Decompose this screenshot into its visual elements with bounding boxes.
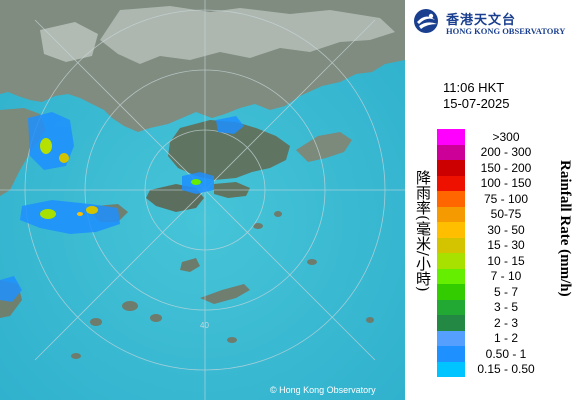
small-islands — [71, 211, 374, 359]
legend-range-label: 1 - 2 — [493, 331, 518, 346]
observation-time: 11:06 HKT — [443, 80, 505, 95]
legend-item: 7 - 10 — [437, 268, 547, 284]
legend-item: 150 - 200 — [437, 160, 547, 176]
legend-range-label: 30 - 50 — [487, 222, 525, 237]
legend-item: 2 - 3 — [437, 315, 547, 331]
legend-range-label: 0.50 - 1 — [485, 346, 527, 361]
legend-swatch — [437, 160, 465, 176]
legend-swatch — [437, 253, 465, 269]
org-name-zh: 香港天文台 — [446, 13, 517, 28]
radar-map-canvas: 40 — [0, 0, 405, 400]
observatory-logo-icon — [414, 9, 438, 33]
legend-swatch — [437, 206, 465, 222]
legend-item: 100 - 150 — [437, 175, 547, 191]
legend-item: 30 - 50 — [437, 222, 547, 238]
mainland-cloud-cover — [100, 6, 395, 64]
legend-item: >300 — [437, 129, 547, 145]
lamma-island — [180, 258, 200, 272]
rain-echoes-moderate — [40, 138, 201, 219]
legend-swatch — [437, 222, 465, 238]
legend-item: 200 - 300 — [437, 144, 547, 160]
legend-range-label: 15 - 30 — [487, 238, 525, 253]
legend-swatch — [437, 361, 465, 377]
legend-swatch — [437, 237, 465, 253]
legend-range-label: 2 - 3 — [493, 315, 518, 330]
legend-swatch — [437, 299, 465, 315]
legend-item: 0.50 - 1 — [437, 346, 547, 362]
legend-item: 15 - 30 — [437, 237, 547, 253]
legend-swatch — [437, 144, 465, 160]
legend-swatch — [437, 330, 465, 346]
legend-range-label: 7 - 10 — [490, 269, 522, 284]
legend-panel: 香港天文台 HONG KONG OBSERVATORY 11:06 HKT 15… — [405, 0, 577, 400]
observatory-header: 香港天文台 HONG KONG OBSERVATORY — [413, 6, 577, 36]
legend-range-label: 150 - 200 — [480, 160, 532, 175]
legend-range-label: 5 - 7 — [493, 284, 518, 299]
legend-swatch — [437, 268, 465, 284]
radar-map[interactable]: 40 © Hong Kong Observatory — [0, 0, 405, 400]
legend-range-label: 200 - 300 — [480, 145, 532, 160]
legend-range-label: 0.15 - 0.50 — [477, 362, 535, 377]
legend-range-label: >300 — [492, 129, 520, 144]
legend-range-label: 100 - 150 — [480, 176, 532, 191]
rainfall-legend: >300 200 - 300 150 - 200 100 - 150 75 - 100 5… — [437, 129, 547, 377]
org-name-en: HONG KONG OBSERVATORY — [446, 26, 566, 36]
southern-islands — [200, 284, 250, 304]
legend-range-label: 10 - 15 — [487, 253, 525, 268]
legend-swatch — [437, 315, 465, 331]
legend-range-label: 75 - 100 — [483, 191, 529, 206]
observation-date: 15-07-2025 — [443, 96, 510, 111]
legend-swatch — [437, 191, 465, 207]
legend-range-label: 3 - 5 — [493, 300, 518, 315]
legend-swatch — [437, 284, 465, 300]
legend-item: 10 - 15 — [437, 253, 547, 269]
range-ring-label: 40 — [200, 321, 209, 330]
legend-swatch — [437, 346, 465, 362]
legend-item: 5 - 7 — [437, 284, 547, 300]
legend-swatch — [437, 129, 465, 145]
legend-title-en: Rainfall Rate (mm/h) — [557, 160, 573, 297]
legend-item: 1 - 2 — [437, 330, 547, 346]
mainland-cloud-cover-2 — [40, 22, 98, 62]
legend-item: 0.15 - 0.50 — [437, 361, 547, 377]
legend-swatch — [437, 175, 465, 191]
east-peninsula — [296, 132, 352, 162]
legend-item: 3 - 5 — [437, 299, 547, 315]
legend-title-zh: 降雨率(毫米/小時) — [414, 170, 432, 292]
legend-item: 75 - 100 — [437, 191, 547, 207]
legend-range-label: 50-75 — [490, 207, 522, 222]
copyright-notice: © Hong Kong Observatory — [270, 385, 376, 395]
legend-item: 50-75 — [437, 206, 547, 222]
